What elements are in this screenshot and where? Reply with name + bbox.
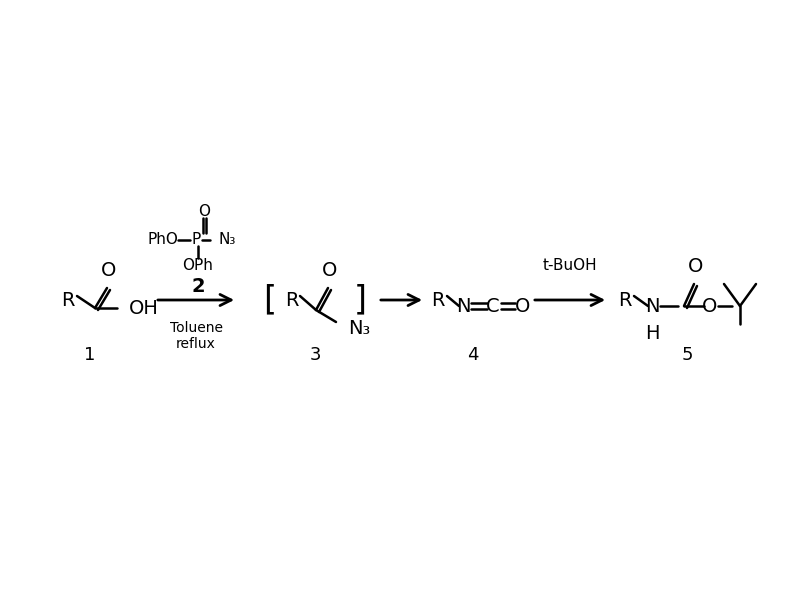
Text: 1: 1 xyxy=(84,346,96,364)
Text: 4: 4 xyxy=(467,346,478,364)
Text: [: [ xyxy=(263,283,277,317)
Text: H: H xyxy=(645,324,659,343)
Text: 3: 3 xyxy=(310,346,321,364)
Text: O: O xyxy=(198,205,210,220)
Text: O: O xyxy=(688,257,704,276)
Text: O: O xyxy=(515,296,530,316)
Text: PhO: PhO xyxy=(147,232,178,247)
Text: R: R xyxy=(62,290,75,310)
Text: O: O xyxy=(702,296,718,316)
Text: OH: OH xyxy=(129,298,159,317)
Text: P: P xyxy=(191,232,201,247)
Text: ]: ] xyxy=(354,283,366,317)
Text: t-BuOH: t-BuOH xyxy=(542,257,598,272)
Text: C: C xyxy=(486,296,500,316)
Text: N: N xyxy=(456,296,470,316)
Text: N₃: N₃ xyxy=(348,319,370,337)
Text: R: R xyxy=(618,290,632,310)
Text: R: R xyxy=(431,290,445,310)
Text: O: O xyxy=(322,261,338,280)
Text: R: R xyxy=(286,290,298,310)
Text: N: N xyxy=(645,296,659,316)
Text: reflux: reflux xyxy=(176,337,216,351)
Text: O: O xyxy=(102,261,117,280)
Text: 2: 2 xyxy=(191,277,205,295)
Text: Toluene: Toluene xyxy=(170,321,222,335)
Text: 5: 5 xyxy=(682,346,693,364)
Text: OPh: OPh xyxy=(182,259,214,274)
Text: N₃: N₃ xyxy=(218,232,235,247)
